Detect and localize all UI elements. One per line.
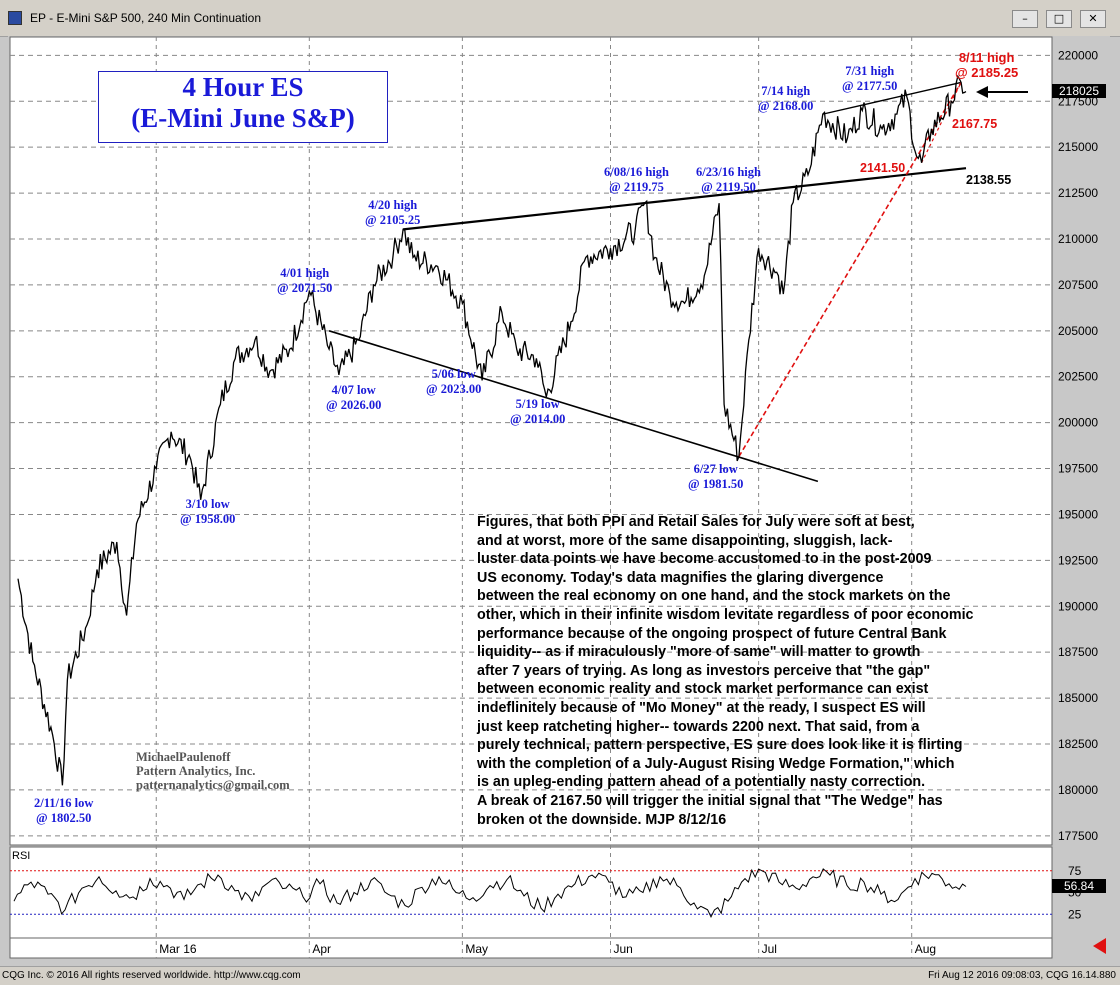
y-tick-label: 197500 bbox=[1058, 462, 1098, 476]
y-tick-label: 210000 bbox=[1058, 232, 1098, 246]
annotation: 5/19 low @ 2014.00 bbox=[510, 397, 566, 426]
y-tick-label: 187500 bbox=[1058, 645, 1098, 659]
y-tick-label: 195000 bbox=[1058, 507, 1098, 521]
trendline-3 bbox=[738, 82, 962, 458]
x-tick-label: Mar 16 bbox=[159, 942, 197, 956]
rsi-tick-label: 25 bbox=[1068, 907, 1082, 921]
red-annotation-high: 8/11 high @ 2185.25 bbox=[955, 50, 1019, 80]
x-tick-label: May bbox=[465, 942, 488, 956]
price-series-line bbox=[17, 74, 967, 786]
trendline-level-label: 2138.55 bbox=[966, 173, 1012, 187]
trendline-2 bbox=[822, 81, 962, 115]
trendline-0 bbox=[403, 167, 967, 231]
x-tick-label: Jun bbox=[614, 942, 633, 956]
x-tick-label: Aug bbox=[915, 942, 936, 956]
annotation: 7/31 high @ 2177.50 bbox=[842, 64, 898, 93]
credit-company: Pattern Analytics, Inc. bbox=[136, 764, 256, 778]
y-tick-label: 177500 bbox=[1058, 829, 1098, 843]
annotation: 6/08/16 high @ 2119.75 bbox=[604, 165, 669, 194]
y-tick-label: 207500 bbox=[1058, 278, 1098, 292]
y-tick-label: 220000 bbox=[1058, 48, 1098, 62]
y-tick-label: 212500 bbox=[1058, 186, 1098, 200]
y-tick-label: 185000 bbox=[1058, 691, 1098, 705]
rsi-panel bbox=[9, 846, 1053, 939]
red-level-label: 2141.50 bbox=[860, 161, 906, 175]
maximize-button[interactable]: □ bbox=[1046, 10, 1072, 28]
x-tick-label: Jul bbox=[762, 942, 777, 956]
footer-copyright: CQG Inc. © 2016 All rights reserved worl… bbox=[2, 970, 301, 981]
annotation: 7/14 high @ 2168.00 bbox=[758, 84, 814, 113]
annotation: 4/01 high @ 2071.50 bbox=[277, 266, 333, 295]
y-tick-label: 180000 bbox=[1058, 783, 1098, 797]
chart-title: 4 Hour ES bbox=[182, 72, 304, 102]
arrow-head bbox=[976, 86, 988, 98]
minimize-button[interactable]: – bbox=[1012, 10, 1038, 28]
last-price-tag: 218025 bbox=[1052, 84, 1106, 98]
credits: MichaelPaulenoff Pattern Analytics, Inc.… bbox=[136, 750, 290, 792]
footer: CQG Inc. © 2016 All rights reserved worl… bbox=[0, 966, 1120, 985]
rsi-value-tag: 56.84 bbox=[1052, 879, 1106, 893]
annotation: 4/07 low @ 2026.00 bbox=[326, 383, 382, 412]
chart-subtitle: (E-Mini June S&P) bbox=[131, 103, 355, 133]
y-tick-label: 215000 bbox=[1058, 140, 1098, 154]
y-tick-label: 182500 bbox=[1058, 737, 1098, 751]
rsi-label: RSI bbox=[12, 850, 31, 862]
y-tick-label: 205000 bbox=[1058, 324, 1098, 338]
x-tick-label: Apr bbox=[312, 942, 331, 956]
credit-author: MichaelPaulenoff bbox=[136, 750, 231, 764]
footer-timestamp: Fri Aug 12 2016 09:08:03, CQG 16.14.880 bbox=[928, 970, 1116, 981]
y-tick-label: 200000 bbox=[1058, 416, 1098, 430]
window-titlebar: EP - E-Mini S&P 500, 240 Min Continuatio… bbox=[0, 0, 1120, 37]
red-level-label: 2167.75 bbox=[952, 117, 998, 131]
xaxis-panel bbox=[9, 937, 1053, 959]
annotation: 4/20 high @ 2105.25 bbox=[365, 198, 421, 227]
app-icon bbox=[8, 11, 22, 25]
y-tick-label: 192500 bbox=[1058, 553, 1098, 567]
close-button[interactable]: ✕ bbox=[1080, 10, 1106, 28]
window-title: EP - E-Mini S&P 500, 240 Min Continuatio… bbox=[30, 11, 262, 25]
annotation: 3/10 low @ 1958.00 bbox=[180, 497, 236, 526]
y-tick-label: 190000 bbox=[1058, 599, 1098, 613]
y-tick-label: 202500 bbox=[1058, 370, 1098, 384]
red-arrow-icon bbox=[1093, 938, 1106, 954]
annotation: 2/11/16 low @ 1802.50 bbox=[34, 796, 94, 825]
rsi-series-line bbox=[13, 868, 967, 919]
annotation: 6/27 low @ 1981.50 bbox=[688, 462, 744, 491]
credit-email: patternanalytics@gmail.com bbox=[136, 778, 290, 792]
annotation: 6/23/16 high @ 2119.50 bbox=[696, 165, 761, 194]
chart-title-box: 4 Hour ES (E-Mini June S&P) bbox=[98, 71, 388, 143]
annotation: 5/06 low @ 2023.00 bbox=[426, 367, 482, 396]
commentary-text: Figures, that both PPI and Retail Sales … bbox=[477, 514, 974, 828]
rsi-tick-label: 75 bbox=[1068, 864, 1082, 878]
